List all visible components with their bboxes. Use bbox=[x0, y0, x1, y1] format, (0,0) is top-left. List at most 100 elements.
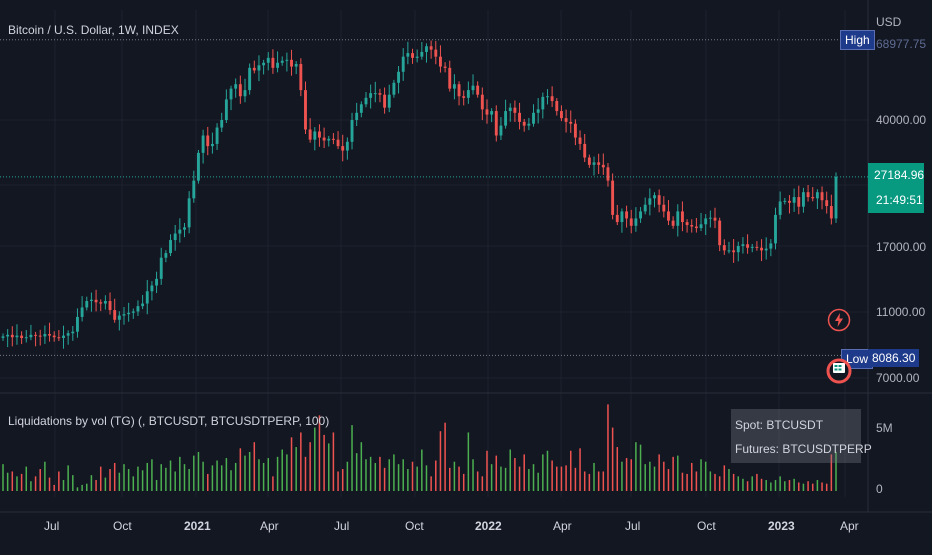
candle-body bbox=[499, 125, 503, 136]
candle-body bbox=[80, 307, 84, 317]
volume-bar bbox=[425, 465, 428, 491]
candle-body bbox=[224, 99, 228, 120]
volume-bar bbox=[695, 471, 698, 491]
candle-body bbox=[66, 333, 70, 336]
candle-body bbox=[206, 135, 210, 147]
volume-bar bbox=[802, 483, 805, 491]
candle-body bbox=[71, 331, 75, 334]
candle-body bbox=[243, 90, 247, 97]
candle-body bbox=[685, 222, 689, 226]
volume-bar bbox=[379, 456, 381, 491]
volume-bar bbox=[99, 466, 102, 491]
volume-bar bbox=[807, 481, 809, 491]
volume-bar bbox=[728, 469, 730, 491]
candle-body bbox=[308, 129, 312, 140]
volume-bar bbox=[616, 447, 619, 491]
candle-body bbox=[187, 198, 191, 228]
volume-bar bbox=[141, 470, 144, 491]
candle-body bbox=[676, 211, 680, 226]
volume-bar bbox=[542, 454, 544, 491]
candle-body bbox=[117, 315, 121, 320]
candle-body bbox=[834, 176, 838, 219]
candle-body bbox=[159, 257, 163, 279]
volume-bar bbox=[644, 464, 646, 491]
candle-body bbox=[606, 167, 610, 181]
volume-bar bbox=[323, 434, 325, 491]
volume-bar bbox=[393, 454, 395, 491]
volume-bar bbox=[825, 483, 828, 491]
volume-bar bbox=[811, 483, 814, 491]
last-price-value: 27184.96 bbox=[874, 168, 925, 182]
candle-body bbox=[76, 316, 79, 332]
candle-body bbox=[127, 312, 131, 315]
volume-bar bbox=[625, 458, 628, 491]
volume-bar bbox=[48, 477, 51, 491]
flag-icon[interactable] bbox=[826, 354, 852, 386]
volume-bar bbox=[290, 437, 293, 491]
volume-bar bbox=[709, 471, 712, 491]
volume-bar bbox=[183, 464, 186, 491]
candle-body bbox=[466, 90, 470, 98]
candle-body bbox=[183, 227, 186, 230]
volume-bar bbox=[611, 427, 614, 491]
candle-body bbox=[732, 250, 736, 253]
volume-bar bbox=[286, 454, 288, 491]
candle-body bbox=[806, 192, 810, 198]
candle-body bbox=[383, 94, 387, 108]
volume-bar bbox=[53, 484, 55, 491]
volume-bar bbox=[704, 461, 707, 491]
candle-body bbox=[736, 246, 740, 253]
volume-bar bbox=[230, 470, 232, 491]
candle-body bbox=[150, 285, 154, 292]
volume-bar bbox=[569, 450, 572, 491]
candle-body bbox=[727, 250, 731, 252]
last-price-badge: 27184.96 21:49:51 bbox=[868, 163, 924, 213]
volume-bar bbox=[621, 461, 623, 491]
volume-bar bbox=[314, 427, 316, 491]
candle-body bbox=[597, 162, 601, 165]
volume-bar bbox=[546, 450, 549, 491]
candle-body bbox=[103, 301, 107, 304]
volume-bar bbox=[300, 432, 302, 491]
volume-bar bbox=[202, 461, 204, 491]
candle-body bbox=[774, 214, 777, 244]
volume-bar bbox=[109, 469, 111, 491]
volume-bar bbox=[537, 472, 539, 491]
symbol-title[interactable]: Bitcoin / U.S. Dollar, 1W, INDEX bbox=[8, 23, 179, 37]
candle-body bbox=[722, 245, 726, 251]
candle-body bbox=[769, 243, 773, 249]
volume-bar bbox=[667, 469, 670, 491]
volume-bar bbox=[607, 404, 609, 491]
candle-body bbox=[364, 97, 368, 105]
lightning-icon[interactable] bbox=[827, 308, 851, 332]
indicator-title[interactable]: Liquidations by vol (TG) (, BTCUSDT, BTC… bbox=[8, 414, 330, 428]
candle-body bbox=[448, 67, 452, 89]
candle-body bbox=[99, 302, 103, 304]
volume-bar bbox=[579, 448, 581, 491]
legend-spot: Spot: BTCUSDT bbox=[735, 418, 824, 432]
candle-body bbox=[513, 107, 517, 113]
candle-body bbox=[359, 104, 363, 113]
candle-body bbox=[452, 84, 456, 89]
candle-body bbox=[788, 200, 791, 203]
candle-body bbox=[420, 51, 424, 57]
volume-bar bbox=[639, 444, 642, 491]
volume-bar bbox=[34, 476, 37, 491]
volume-bar bbox=[20, 473, 23, 491]
volume-bar bbox=[467, 432, 470, 491]
candle-body bbox=[611, 180, 615, 215]
volume-bar bbox=[686, 473, 688, 491]
candle-body bbox=[318, 131, 321, 138]
time-axis[interactable]: Jul Oct 2021 Apr Jul Oct 2022 Apr Jul Oc… bbox=[0, 512, 868, 538]
volume-bar bbox=[16, 476, 18, 491]
volume-bar bbox=[597, 471, 600, 491]
candle-body bbox=[438, 56, 442, 67]
volume-bar bbox=[421, 449, 423, 491]
volume-bar bbox=[760, 478, 763, 491]
volume-bar bbox=[821, 482, 823, 491]
volume-bar bbox=[677, 455, 679, 491]
bar-countdown: 21:49:51 bbox=[876, 193, 923, 207]
candle-body bbox=[555, 101, 559, 112]
